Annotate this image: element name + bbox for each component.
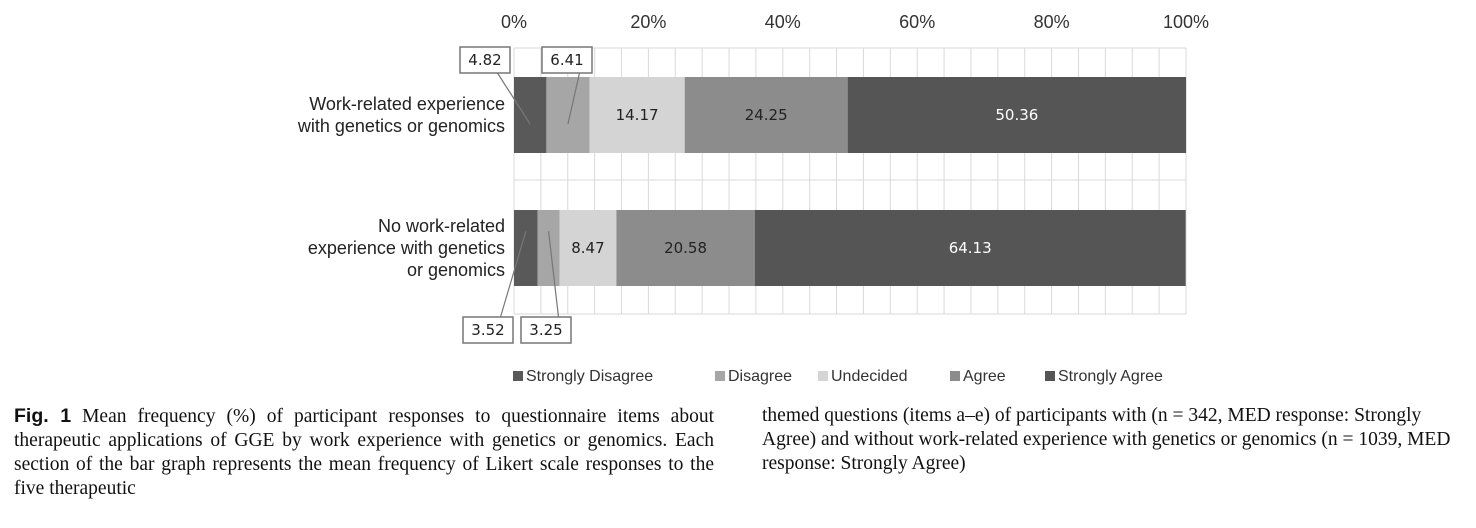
x-tick-label: 20%	[630, 12, 666, 32]
data-label: 64.13	[949, 239, 992, 257]
data-label: 3.52	[471, 321, 504, 339]
x-tick-label: 100%	[1163, 12, 1209, 32]
caption-text-right: themed questions (items a–e) of particip…	[762, 405, 1451, 474]
legend-entry: Undecided	[831, 368, 908, 385]
legend-entry: Disagree	[728, 368, 792, 385]
category-label: Work-related experience with genetics or …	[297, 94, 505, 136]
callout-box	[520, 316, 572, 344]
stacked-bar-chart: 0% 20% 40% 60% 80% 100% 4.82 6.41 14.17 24.25 50.…	[297, 12, 1209, 385]
callout-leader-line	[567, 72, 581, 125]
caption-text-left: Mean frequency (%) of participant respon…	[14, 406, 714, 499]
bar-segment	[514, 210, 538, 286]
bars	[514, 77, 1187, 286]
legend: Strongly Disagree Disagree Undecided Agree S…	[513, 368, 1163, 385]
category-label: No work-related experience with genetics o…	[308, 216, 505, 280]
data-label: 4.82	[468, 51, 501, 69]
callout-box	[541, 46, 593, 74]
legend-swatch	[715, 371, 725, 381]
data-label: 3.25	[529, 321, 562, 339]
data-label: 20.58	[664, 239, 707, 257]
x-tick-label: 60%	[899, 12, 935, 32]
figure-caption-left: Fig. 1 Mean frequency (%) of participant…	[14, 404, 714, 501]
legend-swatch	[1045, 371, 1055, 381]
bar-segment	[537, 210, 560, 286]
legend-swatch	[513, 371, 523, 381]
bar-segment	[847, 77, 1187, 153]
x-tick-label: 80%	[1034, 12, 1070, 32]
legend-entry: Agree	[963, 368, 1006, 385]
callout-box	[462, 316, 514, 344]
bar-segment	[684, 77, 848, 153]
x-tick-label: 0%	[501, 12, 527, 32]
legend-swatch	[950, 371, 960, 381]
figure-caption-right: themed questions (items a–e) of particip…	[762, 404, 1462, 476]
category-labels: Work-related experience with genetics or …	[297, 94, 505, 280]
data-label: 14.17	[616, 106, 659, 124]
figure-label: Fig. 1	[14, 405, 72, 427]
callout-leader-line	[547, 231, 560, 318]
bar-segment	[546, 77, 590, 153]
data-label: 50.36	[995, 106, 1038, 124]
legend-swatch	[818, 371, 828, 381]
legend-entry: Strongly Disagree	[526, 368, 653, 385]
bar-segment	[616, 210, 755, 286]
data-label: 24.25	[745, 106, 788, 124]
bar-segment	[754, 210, 1186, 286]
legend-entry: Strongly Agree	[1058, 368, 1163, 385]
callout-leader-line	[499, 231, 527, 318]
callout-box	[459, 46, 511, 74]
data-label: 8.47	[571, 239, 604, 257]
bar-segment	[514, 77, 547, 153]
bar-segment	[559, 210, 617, 286]
x-tick-label: 40%	[765, 12, 801, 32]
bar-segment	[589, 77, 685, 153]
callout-leader-line	[496, 72, 531, 125]
data-labels: 4.82 6.41 14.17 24.25 50.36 3.52 3.25 8.47 20.58…	[459, 46, 1038, 344]
data-label: 6.41	[550, 51, 583, 69]
x-axis-ticks: 0% 20% 40% 60% 80% 100%	[501, 12, 1209, 32]
